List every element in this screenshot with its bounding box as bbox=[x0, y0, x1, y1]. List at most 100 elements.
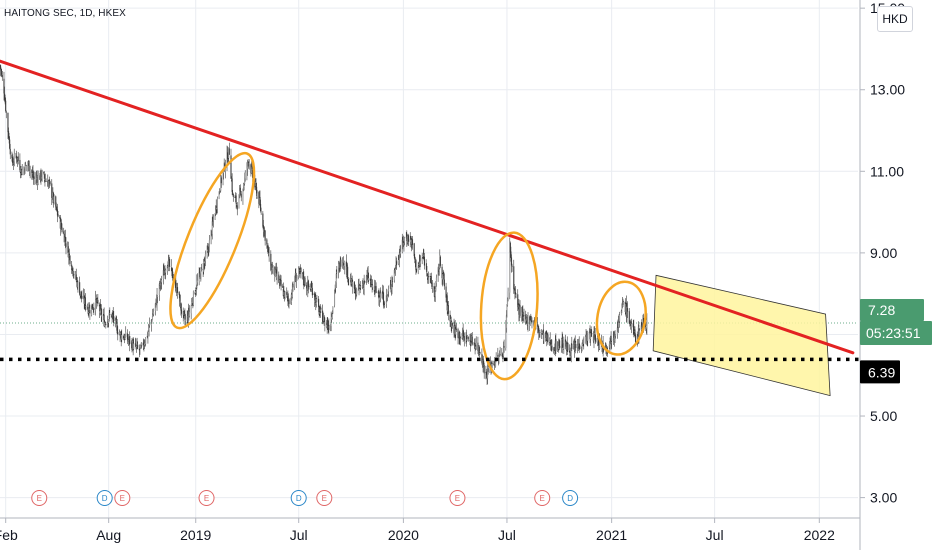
candle-body bbox=[330, 317, 332, 326]
dividend-event-icon[interactable]: D bbox=[96, 490, 113, 506]
candle-body bbox=[7, 112, 9, 133]
candle-body bbox=[446, 295, 448, 311]
candle-body bbox=[538, 328, 540, 334]
candle-body bbox=[427, 276, 429, 278]
candle-body bbox=[331, 316, 333, 320]
earnings-event-icon[interactable]: E bbox=[114, 490, 131, 506]
candle-body bbox=[451, 322, 453, 326]
candle-body bbox=[343, 266, 345, 269]
candle-body bbox=[434, 293, 436, 298]
candle-body bbox=[48, 180, 50, 183]
candle-body bbox=[212, 219, 214, 221]
candle-body bbox=[441, 266, 443, 279]
candle-body bbox=[490, 362, 492, 370]
candle-body bbox=[148, 325, 150, 331]
candle-body bbox=[422, 257, 424, 259]
candle-body bbox=[589, 331, 591, 340]
dividend-event-icon[interactable]: D bbox=[562, 490, 579, 506]
candle-body bbox=[381, 291, 383, 299]
candle-body bbox=[334, 288, 336, 290]
candle-body bbox=[437, 267, 439, 277]
event-circle bbox=[114, 490, 131, 506]
candle-body bbox=[59, 216, 61, 218]
candle-body bbox=[613, 338, 615, 340]
earnings-event-icon[interactable]: E bbox=[449, 490, 466, 506]
candle-body bbox=[315, 297, 317, 306]
candle-body bbox=[290, 294, 292, 302]
candle-body bbox=[260, 204, 262, 212]
candle-body bbox=[359, 285, 361, 288]
candle-body bbox=[104, 323, 106, 324]
candle-body bbox=[76, 280, 78, 282]
candle-body bbox=[52, 193, 54, 198]
candle-body bbox=[0, 69, 2, 72]
candle-body bbox=[570, 355, 572, 358]
candle-body bbox=[211, 221, 213, 234]
support-price-tag bbox=[860, 360, 900, 384]
candle-body bbox=[439, 256, 441, 266]
candle-body bbox=[146, 335, 148, 338]
candle-body bbox=[156, 295, 158, 305]
candle-body bbox=[199, 271, 201, 274]
candle-body bbox=[479, 352, 481, 354]
candle-body bbox=[351, 279, 353, 285]
candle-body bbox=[334, 290, 336, 306]
candle-body bbox=[287, 300, 290, 301]
candle-body bbox=[562, 347, 564, 349]
candle-body bbox=[258, 192, 260, 204]
candle-body bbox=[15, 155, 18, 159]
candle-body bbox=[106, 320, 109, 327]
candle-body bbox=[574, 343, 576, 352]
event-label: E bbox=[455, 494, 460, 503]
candle-body bbox=[503, 345, 505, 348]
earnings-event-icon[interactable]: E bbox=[534, 490, 551, 506]
candle-body bbox=[161, 280, 163, 283]
candle-body bbox=[143, 345, 145, 348]
candle-body bbox=[568, 350, 571, 353]
candle-body bbox=[258, 197, 260, 205]
candle-body bbox=[393, 270, 395, 281]
candle-body bbox=[501, 353, 503, 355]
candle-body bbox=[27, 162, 29, 164]
candle-body bbox=[609, 338, 611, 345]
candle-body bbox=[345, 261, 348, 276]
earnings-event-icon[interactable]: E bbox=[198, 490, 215, 506]
candle-body bbox=[31, 170, 33, 174]
candle-body bbox=[93, 307, 95, 310]
candle-body bbox=[244, 177, 246, 184]
candle-body bbox=[382, 293, 384, 300]
candle-body bbox=[270, 265, 272, 271]
candle-body bbox=[234, 197, 236, 198]
currency-badge[interactable]: HKD bbox=[877, 6, 913, 32]
candle-body bbox=[390, 284, 392, 289]
candle-body bbox=[566, 342, 568, 351]
candle-body bbox=[469, 340, 472, 346]
candle-body bbox=[625, 304, 627, 313]
candle-body bbox=[541, 333, 543, 335]
candle-body bbox=[235, 196, 237, 198]
candle-body bbox=[483, 364, 485, 374]
candle-body bbox=[594, 334, 596, 338]
dividend-event-icon[interactable]: D bbox=[290, 490, 307, 506]
earnings-event-icon[interactable]: E bbox=[316, 490, 333, 506]
candle-body bbox=[311, 286, 313, 288]
candle-body bbox=[510, 257, 513, 266]
candle-body bbox=[215, 206, 217, 214]
candle-body bbox=[318, 298, 320, 308]
candle-body bbox=[348, 278, 350, 279]
candle-body bbox=[84, 298, 86, 305]
candle-body bbox=[298, 269, 300, 277]
candle-body bbox=[418, 261, 420, 266]
candle-body bbox=[310, 288, 312, 291]
candle-body bbox=[17, 157, 19, 160]
candle-body bbox=[477, 345, 480, 351]
candle-body bbox=[141, 342, 143, 346]
earnings-event-icon[interactable]: E bbox=[31, 490, 48, 506]
trendline bbox=[0, 59, 855, 355]
candle-body bbox=[517, 294, 519, 308]
candle-body bbox=[547, 334, 549, 342]
candle-body bbox=[579, 345, 581, 350]
